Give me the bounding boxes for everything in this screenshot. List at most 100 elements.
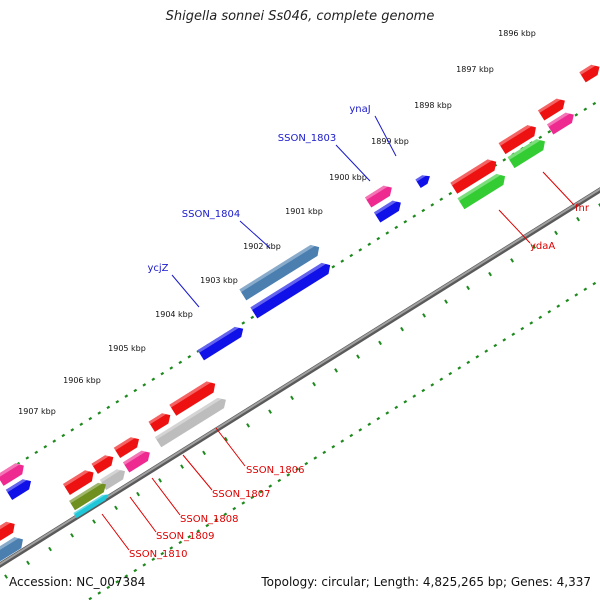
gene-sson-1806-top-b[interactable] [148,410,173,432]
gene-sson-1803-shade [364,185,389,200]
inner-tick-dot [268,484,273,488]
gene-left-steel[interactable] [0,534,26,567]
gene-label[interactable]: SSON_1808 [180,514,239,525]
inner-tick-dot [259,490,264,494]
gene-fnr[interactable] [507,136,549,169]
gene-sson-1803-inner-shade [373,200,398,215]
gene-sson-1806[interactable] [154,395,229,448]
gene-left-red[interactable] [0,519,18,546]
inner-tick-dot [277,478,282,483]
kbp-tick-label: 1900 kbp [329,173,367,182]
gene-left-pink[interactable] [0,460,27,486]
kbp-tick-label: 1902 kbp [243,242,281,251]
gene-sson-1804-shade [239,244,316,293]
gene-label[interactable]: ydaA [530,241,555,252]
inner-tick-dot [457,366,462,370]
gene-left-blue[interactable] [5,476,34,500]
kbp-tick-label: 1897 kbp [456,65,494,74]
gene-label[interactable]: ycjZ [147,263,168,274]
gene-ydaa-shade [457,173,502,202]
gene-sson-1809[interactable] [69,480,109,511]
inner-tick-dot [367,422,372,426]
gene-ycjz-body [197,326,244,361]
gene-label[interactable]: SSON_1810 [129,549,188,560]
gene-ynaj[interactable] [415,172,432,188]
outer-tick-dot [133,388,138,393]
inner-tick-dot [115,579,120,584]
backbone-tick [510,258,514,263]
gene-ydaa-body [457,173,506,210]
outer-tick-dot [241,321,246,325]
gene-label[interactable]: fnr [575,203,590,214]
outer-tick-dot [538,135,543,140]
inner-tick-dot [412,394,417,398]
kbp-tick-label: 1901 kbp [285,207,323,216]
gene-sson-1804-inner[interactable] [250,260,333,319]
gene-right-pink[interactable] [546,109,577,135]
inner-tick-dot [376,416,381,421]
outer-tick-dot [376,236,381,241]
outer-tick-dot [115,399,120,404]
gene-label-leader [374,115,397,157]
gene-label[interactable]: SSON_1804 [182,209,241,220]
backbone-tick [400,326,404,332]
gene-sson-1806-top-b-shade [148,413,168,425]
gene-sson-1807-body [122,450,150,473]
gene-right-red-1[interactable] [450,156,499,194]
gene-left-red-shade [0,521,12,538]
gene-right-red-2[interactable] [498,122,540,155]
gene-ycjz[interactable] [197,324,247,361]
inner-tick-dot [385,411,390,415]
outer-tick-dot [142,383,147,387]
outer-tick-dot [61,433,66,438]
gene-label[interactable]: ynaJ [349,104,370,115]
gene-ydaa[interactable] [457,171,509,210]
gene-left-steel-body [0,537,23,567]
gene-sson-1810-top[interactable] [62,467,97,495]
outer-tick-dot [160,371,165,376]
outer-tick-dot [583,107,588,112]
inner-tick-dot [205,523,210,528]
backbone-tick [554,230,558,236]
gene-sson-1810[interactable] [73,492,110,519]
gene-sson-1803-inner[interactable] [373,197,404,223]
outer-tick-dot [403,220,408,224]
gene-sson-1804[interactable] [239,242,322,301]
inner-tick-dot [322,450,327,455]
gene-label-leader [335,144,371,182]
gene-label-leader [498,209,531,244]
gene-sson-1807[interactable] [122,447,153,473]
gene-sson-1810-body [73,494,109,519]
inner-tick-dot [529,321,534,325]
outer-tick-dot [448,191,453,196]
inner-tick-dot [232,506,237,511]
inner-tick-dot [250,495,255,500]
gene-right-red-3[interactable] [537,95,568,121]
outer-tick-dot [430,203,435,207]
gene-label-leader [542,171,575,206]
accession-text: Accession: NC_007384 [9,575,146,589]
gene-sson-1810-top-body [62,470,94,495]
gene-right-pink-shade [546,112,571,127]
backbone-tick [422,313,426,318]
gene-sson-1803[interactable] [364,182,395,208]
backbone-tick [158,478,162,483]
kbp-tick-label: 1907 kbp [18,407,56,416]
backbone-tick [224,436,228,442]
gene-label[interactable]: SSON_1806 [246,465,305,476]
gene-sson-1808-top[interactable] [91,452,116,474]
gene-sson-1804-inner-shade [250,262,327,311]
backbone-tick [180,464,184,469]
gene-label-leader [182,454,213,491]
gene-label[interactable]: SSON_1809 [156,531,215,542]
gene-label[interactable]: SSON_1803 [278,133,337,144]
inner-tick-dot [574,293,579,297]
outer-tick-dot [79,422,84,426]
gene-label[interactable]: SSON_1807 [212,489,271,500]
gene-sson-1807-top[interactable] [113,434,142,458]
backbone-tick [70,533,74,538]
gene-right-red-4[interactable] [579,62,600,83]
gene-sson-1806-top[interactable] [169,378,218,416]
gene-fnr-shade [507,139,542,160]
gene-sson-1808[interactable] [99,466,128,490]
